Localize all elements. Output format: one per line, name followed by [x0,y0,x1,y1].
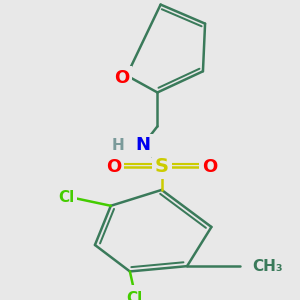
Text: Cl: Cl [126,291,142,300]
Text: CH₃: CH₃ [253,259,284,274]
Text: Cl: Cl [58,190,75,205]
Text: N: N [135,136,150,154]
Text: O: O [202,158,217,175]
Text: H: H [112,138,124,153]
Text: O: O [114,69,129,87]
Text: O: O [106,158,122,175]
Text: S: S [154,157,169,176]
